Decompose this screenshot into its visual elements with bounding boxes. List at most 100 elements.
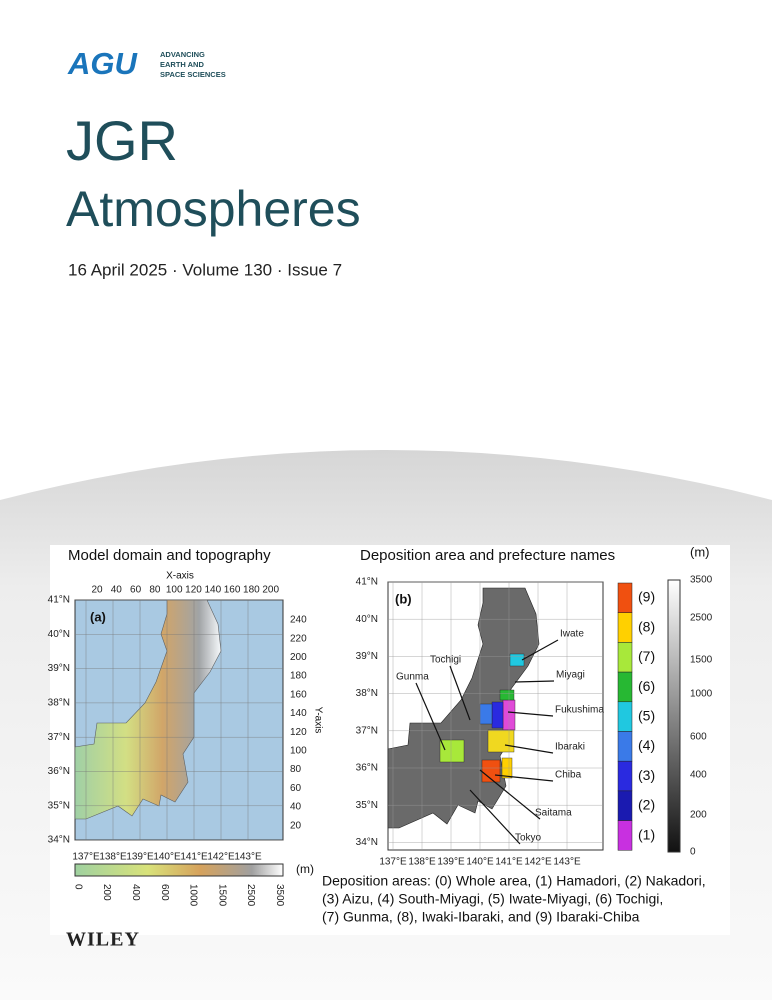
- lon-label: 137°E: [379, 857, 407, 868]
- lon-label: 139°E: [437, 857, 465, 868]
- issue-info: 16 April 2025 · Volume 130 · Issue 7: [68, 260, 342, 279]
- lon-label: 141°E: [495, 857, 523, 868]
- lon-label: 138°E: [99, 852, 127, 863]
- deposition-area: [509, 653, 525, 667]
- prefecture-label: Iwate: [560, 629, 584, 640]
- caption-line: (7) Gunma, (8), Iwaki-Ibaraki, and (9) I…: [322, 909, 640, 925]
- lat-label: 36°N: [48, 766, 70, 777]
- y-tick-label: 220: [290, 633, 307, 644]
- y-tick-label: 200: [290, 652, 307, 663]
- lat-label: 36°N: [356, 763, 378, 774]
- figure-a-title: Model domain and topography: [68, 547, 271, 564]
- legend-swatch: [617, 820, 633, 851]
- publisher-footer: WILEY: [66, 929, 140, 951]
- deposition-area: [479, 703, 493, 725]
- x-tick-label: 40: [111, 585, 123, 596]
- legend-label: (9): [638, 589, 655, 605]
- prefecture-label: Fukushima: [555, 705, 604, 716]
- lat-label: 35°N: [48, 800, 70, 811]
- y-tick-label: 120: [290, 727, 307, 738]
- colorbar-tick-label: 0: [690, 847, 696, 858]
- colorbar-tick-label: 200: [101, 884, 112, 901]
- lat-label: 37°N: [356, 725, 378, 736]
- agu-logo: AGU: [67, 46, 139, 81]
- colorbar-unit: (m): [296, 862, 314, 876]
- leader-line: [415, 682, 446, 751]
- deposition-area: [439, 739, 465, 763]
- leader-line: [521, 639, 559, 661]
- x-tick-label: 20: [91, 585, 103, 596]
- lat-label: 35°N: [356, 800, 378, 811]
- legend-label: (7): [638, 648, 655, 664]
- legend-swatch: [617, 760, 633, 792]
- x-axis-label: X-axis: [166, 571, 194, 582]
- leader-line: [494, 774, 554, 782]
- y-tick-label: 80: [290, 764, 302, 775]
- lon-label: 140°E: [466, 857, 494, 868]
- agu-tagline: EARTH AND: [160, 60, 204, 69]
- colorbar-tick-label: 1000: [690, 689, 713, 700]
- agu-tagline: ADVANCING: [160, 50, 205, 59]
- legend-label: (2): [638, 797, 655, 813]
- prefecture-label: Tokyo: [515, 833, 542, 844]
- lat-label: 37°N: [48, 732, 70, 743]
- colorbar-tick-label: 2500: [245, 884, 256, 907]
- leader-line: [469, 789, 521, 845]
- legend-swatch: [617, 671, 633, 703]
- caption-line: (3) Aizu, (4) South-Miyagi, (5) Iwate-Mi…: [322, 891, 663, 907]
- legend-label: (1): [638, 826, 655, 842]
- land-a: [74, 599, 222, 820]
- lat-label: 38°N: [48, 698, 70, 709]
- colorbar-tick-label: 400: [690, 770, 707, 781]
- colorbar-tick-label: 600: [690, 732, 707, 743]
- colorbar-tick-label: 2500: [690, 613, 713, 624]
- legend-label: (3): [638, 767, 655, 783]
- legend-swatch: [617, 582, 633, 613]
- y-tick-label: 100: [290, 746, 307, 757]
- x-tick-label: 120: [185, 585, 202, 596]
- lon-label: 143°E: [234, 852, 262, 863]
- lon-label: 140°E: [153, 852, 181, 863]
- colorbar-tick-label: 0: [72, 884, 83, 890]
- x-tick-label: 100: [166, 585, 183, 596]
- leader-line: [449, 665, 471, 721]
- y-tick-label: 20: [290, 820, 302, 831]
- lat-label: 40°N: [48, 629, 70, 640]
- lon-label: 143°E: [553, 857, 581, 868]
- y-tick-label: 40: [290, 802, 302, 813]
- colorbar-tick-label: 600: [159, 884, 170, 901]
- colorbar-tick-label: 1000: [188, 884, 199, 907]
- prefecture-label: Tochigi: [430, 655, 461, 666]
- x-tick-label: 60: [130, 585, 142, 596]
- journal-title: JGR: [66, 109, 178, 172]
- x-tick-label: 80: [149, 585, 161, 596]
- x-tick-label: 140: [204, 585, 221, 596]
- prefecture-label: Gunma: [396, 672, 429, 683]
- lat-label: 38°N: [356, 688, 378, 699]
- colorbar-tick-label: 3500: [274, 884, 285, 907]
- legend-label: (5): [638, 708, 655, 724]
- y-tick-label: 180: [290, 671, 307, 682]
- figure-b-title: Deposition area and prefecture names: [360, 547, 615, 564]
- legend-swatch: [617, 612, 633, 643]
- lat-label: 34°N: [356, 837, 378, 848]
- leader-line: [507, 711, 554, 717]
- prefecture-label: Ibaraki: [555, 742, 585, 753]
- prefecture-label: Saitama: [535, 808, 572, 819]
- agu-tagline: SPACE SCIENCES: [160, 70, 226, 79]
- leader-line: [504, 744, 554, 754]
- lat-label: 40°N: [356, 614, 378, 625]
- legend-swatch: [617, 701, 633, 732]
- lon-label: 141°E: [180, 852, 208, 863]
- deposition-area: [487, 729, 515, 753]
- panel-label: (a): [90, 609, 106, 624]
- y-tick-label: 60: [290, 783, 302, 794]
- lon-label: 138°E: [408, 857, 436, 868]
- lat-label: 41°N: [48, 595, 70, 606]
- caption-line: Deposition areas: (0) Whole area, (1) Ha…: [322, 873, 706, 889]
- leader-line: [479, 769, 541, 820]
- colorbar-tick-label: 1500: [690, 655, 713, 666]
- colorbar-tick-label: 200: [690, 810, 707, 821]
